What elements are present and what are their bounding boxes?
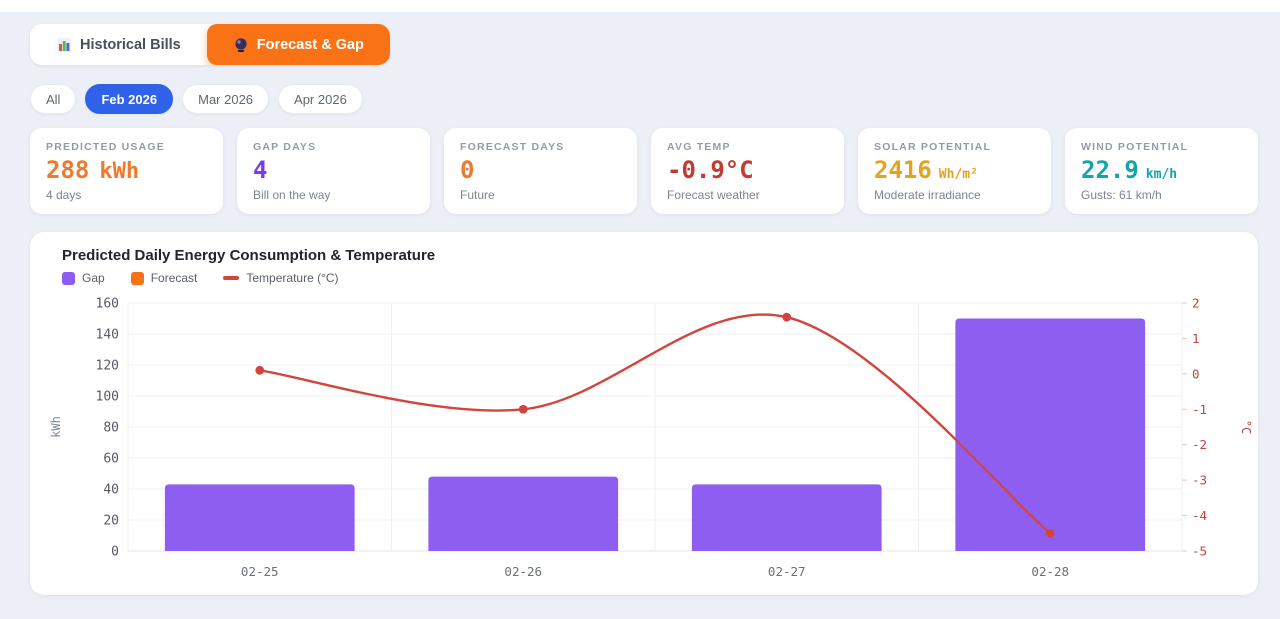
stat-subtitle: 4 days	[46, 188, 82, 203]
view-tabs: Historical Bills Forecast & Gap	[30, 24, 390, 65]
stat-label: SOLAR POTENTIAL	[874, 141, 992, 153]
tab-historical-bills[interactable]: Historical Bills	[30, 24, 207, 65]
svg-text:1: 1	[1192, 331, 1200, 346]
svg-text:60: 60	[103, 452, 119, 467]
legend-item-temperature: Temperature (°C)	[223, 271, 339, 285]
tab-label: Forecast & Gap	[256, 36, 364, 53]
stat-label: PREDICTED USAGE	[46, 141, 165, 153]
stat-label: AVG TEMP	[667, 141, 731, 153]
svg-text:-5: -5	[1192, 544, 1207, 559]
stat-value: 0	[460, 156, 475, 184]
stat-card-wind-potential: WIND POTENTIAL 22.9 km/h Gusts: 61 km/h	[1065, 128, 1258, 215]
svg-text:40: 40	[103, 483, 119, 498]
tab-forecast-gap[interactable]: Forecast & Gap	[206, 24, 390, 65]
chart-title: Predicted Daily Energy Consumption & Tem…	[62, 247, 436, 265]
filter-all[interactable]: All	[30, 84, 77, 114]
stat-subtitle: Forecast weather	[667, 188, 760, 203]
combo-chart: 0 20 40 60 80 100 120 140 160 -5 -4 -3 -2 -1 0 1 2 02-25 0…	[46, 291, 1253, 583]
svg-text:0: 0	[1192, 367, 1200, 382]
svg-text:kWh: kWh	[49, 416, 63, 438]
crystal-ball-icon	[233, 37, 249, 53]
svg-text:02-27: 02-27	[768, 564, 806, 579]
stat-subtitle: Future	[460, 188, 495, 203]
svg-text:02-26: 02-26	[504, 564, 542, 579]
tab-label: Historical Bills	[80, 36, 181, 53]
svg-text:02-28: 02-28	[1031, 564, 1069, 579]
forecast-dashboard: Historical Bills Forecast & Gap All Feb …	[0, 12, 1280, 596]
svg-text:02-25: 02-25	[241, 564, 279, 579]
svg-text:160: 160	[96, 297, 119, 312]
svg-text:-3: -3	[1192, 473, 1207, 488]
legend-item-gap: Gap	[62, 271, 105, 285]
stat-card-predicted-usage: PREDICTED USAGE 288 kWh 4 days	[30, 128, 223, 215]
svg-text:80: 80	[103, 421, 119, 436]
gap-swatch	[62, 271, 75, 285]
svg-text:100: 100	[96, 390, 119, 405]
top-white-strip	[0, 0, 1280, 12]
svg-text:2: 2	[1192, 296, 1200, 311]
svg-text:140: 140	[96, 328, 119, 343]
svg-text:°C: °C	[1239, 420, 1253, 434]
stat-card-avg-temp: AVG TEMP -0.9°C Forecast weather	[651, 128, 844, 215]
energy-chart-card: Predicted Daily Energy Consumption & Tem…	[30, 232, 1258, 596]
stat-value: -0.9°C	[667, 156, 754, 184]
stats-row: PREDICTED USAGE 288 kWh 4 days GAP DAYS 4…	[30, 128, 1258, 215]
stat-value: 22.9 km/h	[1081, 156, 1178, 184]
stat-card-gap-days: GAP DAYS 4 Bill on the way	[237, 128, 430, 215]
stat-value: 288 kWh	[46, 156, 140, 184]
stat-value: 2416 Wh/m²	[874, 156, 978, 184]
stat-subtitle: Bill on the way	[253, 188, 331, 203]
stat-subtitle: Moderate irradiance	[874, 188, 981, 203]
filter-mar-2026[interactable]: Mar 2026	[182, 84, 270, 114]
svg-text:-4: -4	[1192, 508, 1207, 523]
svg-text:-2: -2	[1192, 437, 1207, 452]
filter-feb-2026[interactable]: Feb 2026	[85, 84, 174, 114]
forecast-swatch	[130, 271, 144, 285]
month-filter: All Feb 2026 Mar 2026 Apr 2026	[30, 84, 1258, 114]
bar-chart-icon	[56, 37, 72, 53]
stat-label: GAP DAYS	[253, 141, 317, 153]
svg-text:-1: -1	[1192, 402, 1207, 417]
stat-subtitle: Gusts: 61 km/h	[1081, 188, 1162, 203]
filter-apr-2026[interactable]: Apr 2026	[278, 84, 363, 114]
stat-label: WIND POTENTIAL	[1081, 141, 1189, 153]
stat-label: FORECAST DAYS	[460, 141, 565, 153]
temperature-swatch	[223, 276, 240, 281]
stat-card-solar-potential: SOLAR POTENTIAL 2416 Wh/m² Moderate irrad…	[858, 128, 1051, 215]
svg-text:0: 0	[111, 545, 119, 560]
chart-legend: Gap Forecast Temperature (°C)	[62, 271, 1244, 285]
svg-text:120: 120	[96, 359, 119, 374]
legend-item-forecast: Forecast	[130, 271, 197, 285]
stat-value: 4	[253, 156, 268, 184]
svg-text:20: 20	[103, 514, 119, 529]
stat-card-forecast-days: FORECAST DAYS 0 Future	[444, 128, 637, 215]
